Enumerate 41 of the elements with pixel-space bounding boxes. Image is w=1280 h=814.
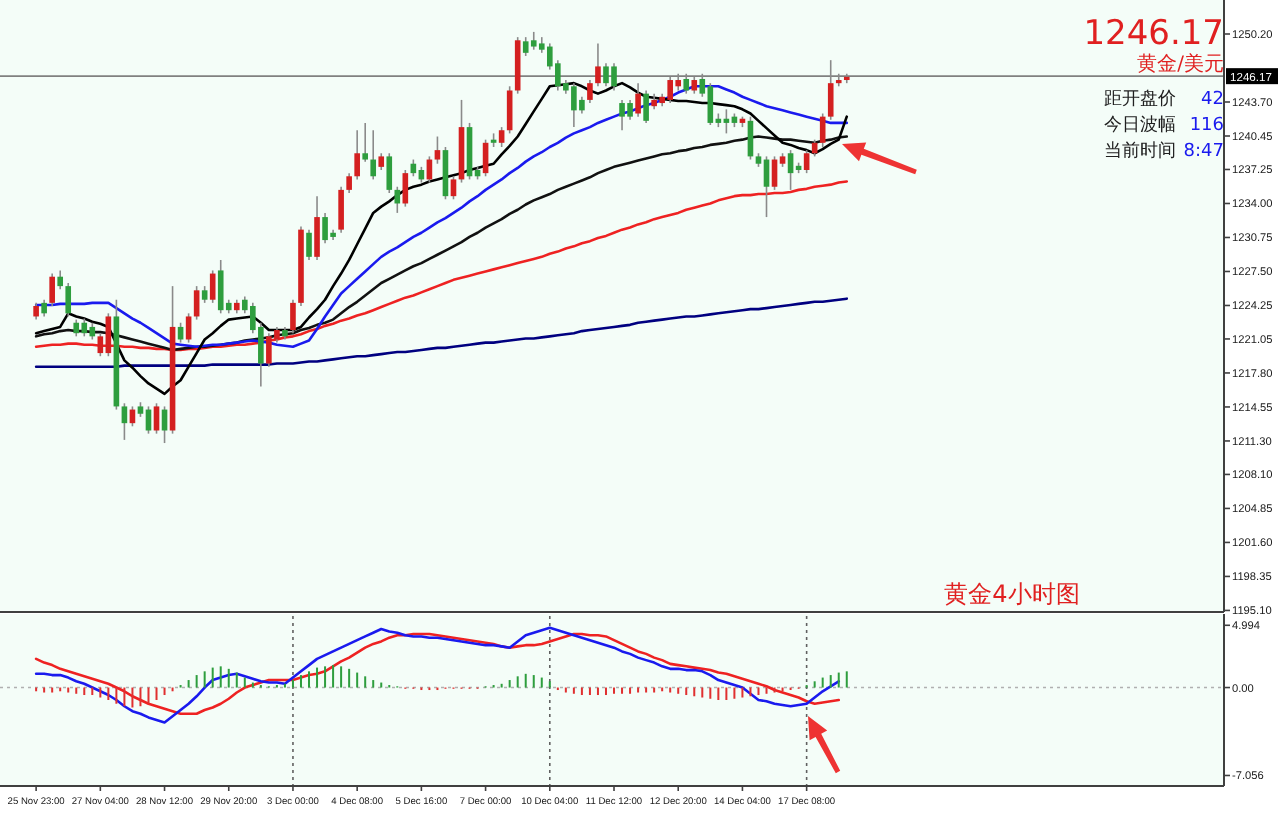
candlestick bbox=[707, 82, 714, 126]
candlestick bbox=[314, 195, 320, 261]
candlestick bbox=[635, 82, 641, 118]
text: 黄金/美元 bbox=[1137, 52, 1224, 76]
text: 黄金4小时图 bbox=[944, 580, 1080, 608]
candlestick bbox=[266, 332, 272, 368]
candlestick bbox=[217, 259, 224, 315]
text: 42 bbox=[1201, 90, 1224, 110]
candlestick bbox=[522, 36, 529, 57]
text: 当前时间 bbox=[1104, 140, 1176, 162]
candlestick bbox=[803, 149, 810, 174]
candlestick bbox=[346, 172, 352, 194]
text: 距开盘价 bbox=[1104, 88, 1176, 110]
candlestick bbox=[627, 99, 633, 121]
text: 今日波幅 bbox=[1104, 114, 1176, 136]
text: 1246.17 bbox=[1083, 14, 1224, 54]
candlestick bbox=[322, 212, 328, 245]
candlestick bbox=[498, 126, 505, 148]
candlestick bbox=[506, 85, 513, 135]
candlestick bbox=[619, 99, 625, 132]
candlestick bbox=[338, 185, 344, 234]
candlestick bbox=[49, 272, 55, 307]
text: 8:47 bbox=[1183, 142, 1224, 162]
text: 116 bbox=[1189, 116, 1225, 136]
candlestick bbox=[209, 269, 216, 304]
candlestick bbox=[121, 402, 128, 441]
candlestick bbox=[57, 269, 64, 291]
candlestick bbox=[306, 228, 312, 261]
candlestick bbox=[362, 122, 368, 163]
candlestick bbox=[354, 129, 360, 181]
candlestick bbox=[394, 185, 401, 214]
line-series bbox=[34, 297, 849, 368]
candlestick bbox=[290, 298, 296, 334]
candlestick bbox=[434, 135, 441, 165]
candlestick bbox=[450, 175, 457, 201]
candlestick bbox=[370, 129, 377, 181]
candlestick bbox=[105, 312, 112, 358]
candlestick bbox=[65, 282, 72, 318]
candlestick bbox=[643, 89, 649, 124]
candlestick bbox=[571, 82, 577, 128]
candlestick bbox=[386, 152, 393, 194]
